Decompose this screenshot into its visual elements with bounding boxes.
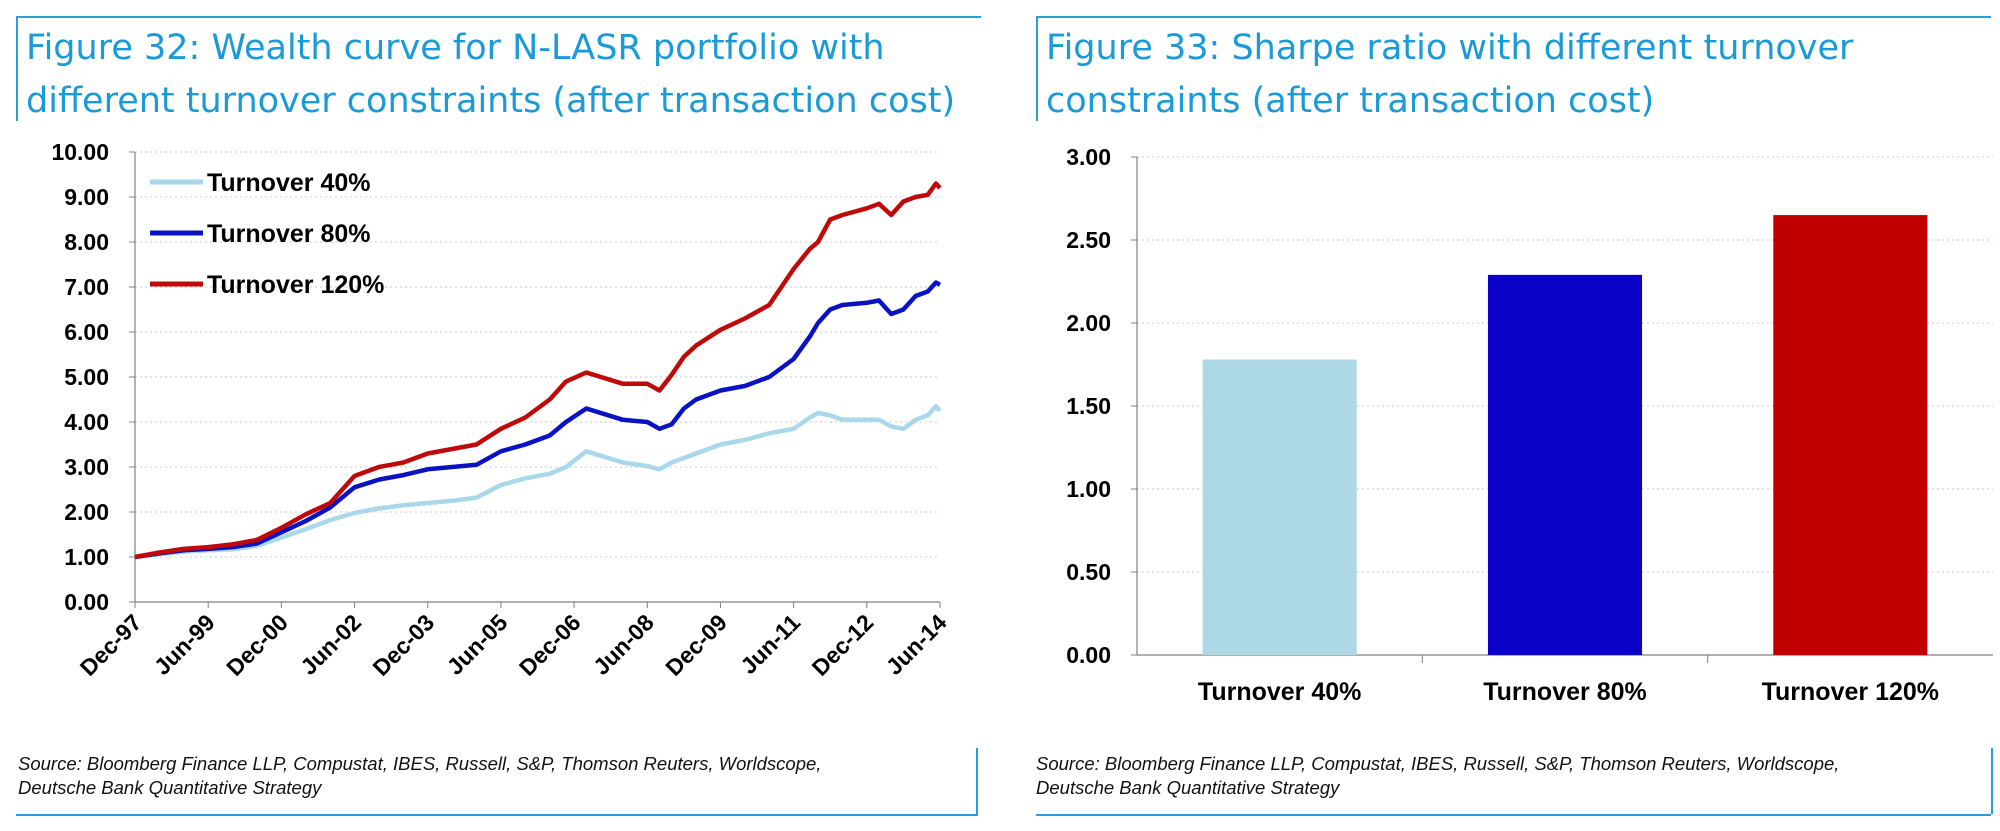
category-label: Turnover 40% bbox=[1198, 678, 1361, 706]
x-tick-label: Jun-08 bbox=[588, 609, 659, 680]
title-line-2: constraints (after transaction cost) bbox=[1046, 81, 1655, 121]
x-tick-label: Dec-12 bbox=[807, 609, 879, 681]
y-tick-label: 5.00 bbox=[64, 364, 109, 390]
y-tick-label: 1.50 bbox=[1066, 393, 1111, 419]
y-tick-label: 2.00 bbox=[64, 499, 109, 525]
figure-32-title: Figure 32: Wealth curve for N-LASR portf… bbox=[26, 22, 955, 128]
x-tick-label: Jun-11 bbox=[735, 609, 805, 679]
y-tick-label: 10.00 bbox=[51, 139, 109, 165]
y-tick-label: 7.00 bbox=[64, 274, 109, 300]
source-line-1: Source: Bloomberg Finance LLP, Compustat… bbox=[18, 753, 822, 774]
x-tick-label: Dec-97 bbox=[75, 609, 147, 681]
source-line-1: Source: Bloomberg Finance LLP, Compustat… bbox=[1036, 753, 1840, 774]
left-rule bbox=[1036, 16, 1038, 121]
figure-32-panel: Figure 32: Wealth curve for N-LASR portf… bbox=[0, 0, 990, 831]
x-tick-label: Dec-00 bbox=[221, 609, 293, 681]
y-tick-label: 8.00 bbox=[64, 229, 109, 255]
title-line-1: Figure 32: Wealth curve for N-LASR portf… bbox=[26, 28, 885, 68]
source-line-2: Deutsche Bank Quantitative Strategy bbox=[18, 777, 322, 798]
y-tick-label: 2.50 bbox=[1066, 227, 1111, 253]
category-label: Turnover 120% bbox=[1762, 678, 1939, 706]
bar bbox=[1773, 215, 1928, 655]
series-line bbox=[134, 181, 942, 560]
x-tick-label: Dec-06 bbox=[514, 609, 586, 681]
bottom-rule bbox=[1036, 814, 1991, 816]
y-tick-label: 1.00 bbox=[1066, 476, 1111, 502]
x-tick-label: Dec-03 bbox=[368, 609, 440, 681]
legend-label: Turnover 40% bbox=[207, 169, 370, 197]
bar bbox=[1202, 359, 1357, 655]
y-tick-label: 0.00 bbox=[64, 589, 109, 615]
left-rule bbox=[16, 16, 18, 121]
source-line-2: Deutsche Bank Quantitative Strategy bbox=[1036, 777, 1340, 798]
y-tick-label: 3.00 bbox=[64, 454, 109, 480]
y-tick-label: 2.00 bbox=[1066, 310, 1111, 336]
legend-label: Turnover 120% bbox=[207, 271, 384, 299]
x-tick-label: Jun-02 bbox=[295, 609, 366, 680]
right-rule bbox=[976, 748, 978, 814]
bar bbox=[1487, 274, 1643, 655]
top-rule bbox=[1036, 16, 1991, 18]
title-line-1: Figure 33: Sharpe ratio with different t… bbox=[1046, 28, 1854, 68]
top-rule bbox=[16, 16, 981, 18]
y-tick-label: 1.00 bbox=[64, 544, 109, 570]
x-tick-label: Dec-09 bbox=[660, 609, 732, 681]
x-tick-label: Jun-05 bbox=[442, 609, 513, 680]
figure-32-source: Source: Bloomberg Finance LLP, Compustat… bbox=[18, 752, 821, 800]
y-tick-label: 3.00 bbox=[1066, 144, 1111, 170]
legend-label: Turnover 80% bbox=[207, 220, 370, 248]
figure-33-source: Source: Bloomberg Finance LLP, Compustat… bbox=[1036, 752, 1839, 800]
x-tick-label: Jun-99 bbox=[149, 609, 220, 680]
figure-33-title: Figure 33: Sharpe ratio with different t… bbox=[1046, 22, 1853, 128]
category-label: Turnover 80% bbox=[1483, 678, 1646, 706]
series-line bbox=[134, 404, 942, 560]
y-tick-label: 6.00 bbox=[64, 319, 109, 345]
bottom-rule bbox=[16, 814, 978, 816]
y-tick-label: 4.00 bbox=[64, 409, 109, 435]
y-tick-label: 9.00 bbox=[64, 184, 109, 210]
wealth-curve-chart: 0.00 1.00 2.00 3.00 4.00 5.00 6.00 7.00 8.00 9.00… bbox=[51, 139, 952, 681]
sharpe-ratio-chart: 0.00 0.50 1.00 1.50 2.00 2.50 3.00 Turnover 40%… bbox=[1066, 144, 1993, 706]
y-tick-label: 0.50 bbox=[1066, 559, 1111, 585]
right-rule bbox=[1991, 748, 1993, 814]
series-line bbox=[134, 280, 942, 560]
y-tick-label: 0.00 bbox=[1066, 642, 1111, 668]
title-line-2: different turnover constraints (after tr… bbox=[26, 81, 956, 121]
x-tick-label: Jun-14 bbox=[881, 609, 952, 680]
figure-33-panel: Figure 33: Sharpe ratio with different t… bbox=[1030, 0, 2000, 831]
